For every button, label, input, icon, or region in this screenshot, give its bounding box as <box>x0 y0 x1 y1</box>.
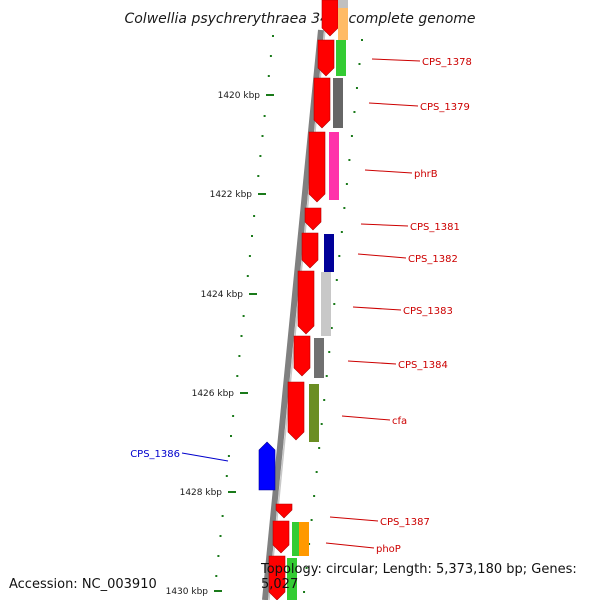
label-leader-line <box>360 223 409 227</box>
topology-text: Topology: circular; Length: 5,373,180 bp… <box>261 562 577 592</box>
tick-label: 1428 kbp <box>180 488 223 498</box>
category-block <box>329 132 339 200</box>
label-leader-line <box>371 58 421 62</box>
gene-label[interactable]: CPS_1379 <box>420 102 470 113</box>
gene-label[interactable]: CPS_1382 <box>408 254 458 265</box>
label-leader-line <box>364 169 413 174</box>
feature-track <box>258 0 348 600</box>
category-block <box>299 522 309 556</box>
label-leader-line <box>329 516 379 522</box>
cds-reverse-arrow <box>258 441 276 491</box>
cds-forward-arrow <box>301 232 319 269</box>
tick-label: 1430 kbp <box>166 587 209 597</box>
tick-label: 1422 kbp <box>210 190 253 200</box>
category-block <box>292 522 302 556</box>
tick-label: 1426 kbp <box>192 389 235 399</box>
cds-forward-arrow <box>287 381 305 441</box>
category-block <box>321 272 331 336</box>
map-title: Colwellia psychrerythraea 34H, complete … <box>124 11 475 27</box>
gene-label[interactable]: CPS_1386 <box>130 449 180 460</box>
cds-forward-arrow <box>272 520 290 554</box>
tick-label: 1424 kbp <box>201 290 244 300</box>
cds-forward-arrow <box>297 270 315 335</box>
gene-label[interactable]: CPS_1383 <box>403 306 453 317</box>
cds-forward-arrow <box>317 39 335 77</box>
category-block <box>338 0 348 8</box>
gene-label[interactable]: cfa <box>392 416 407 427</box>
cds-forward-arrow <box>313 77 331 129</box>
category-block <box>333 78 343 128</box>
cds-forward-arrow <box>275 503 293 519</box>
gene-label[interactable]: CPS_1387 <box>380 517 430 528</box>
category-block <box>309 384 319 442</box>
gene-labels: CPS_1378 CPS_1379 phrB CPS_1381 CPS_1382 CPS_… <box>130 57 472 555</box>
label-leader-line <box>347 360 397 365</box>
category-block <box>336 40 346 76</box>
category-block <box>287 558 297 600</box>
accession-text: Accession: NC_003910 <box>9 577 157 592</box>
category-block <box>314 338 324 378</box>
label-leader-line <box>357 253 407 259</box>
cds-forward-arrow <box>308 131 326 203</box>
cds-forward-arrow <box>268 555 286 600</box>
category-block <box>338 8 348 40</box>
label-leader-line <box>341 415 391 421</box>
label-leader-line <box>325 542 375 549</box>
cds-forward-arrow <box>304 207 322 231</box>
label-leader-line <box>352 306 402 311</box>
tick-label: 1420 kbp <box>218 91 261 101</box>
gene-label[interactable]: phoP <box>376 544 401 555</box>
cds-forward-arrow <box>321 0 339 37</box>
tick-marks: 1420 kbp 1422 kbp 1424 kbp 1426 kbp 1428 kbp… <box>166 35 363 597</box>
label-leader-line <box>181 452 229 462</box>
category-block <box>324 234 334 272</box>
gene-label[interactable]: CPS_1384 <box>398 360 448 371</box>
cds-forward-arrow <box>293 335 311 377</box>
genome-backbone <box>262 29 324 600</box>
label-leader-line <box>368 102 419 107</box>
gene-label[interactable]: phrB <box>414 169 438 180</box>
gene-label[interactable]: CPS_1378 <box>422 57 472 68</box>
gene-label[interactable]: CPS_1381 <box>410 222 460 233</box>
